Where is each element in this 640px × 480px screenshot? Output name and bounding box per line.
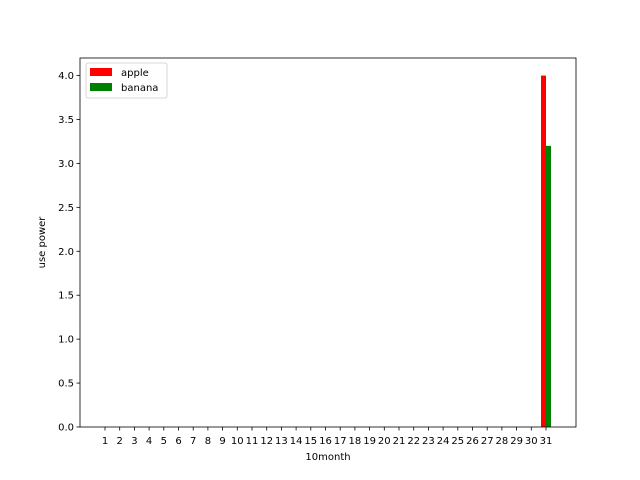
x-tick-label: 31 xyxy=(540,436,553,447)
legend: apple banana xyxy=(85,62,168,99)
x-tick-label: 24 xyxy=(437,436,450,447)
y-tick-label: 0.5 xyxy=(58,379,74,390)
x-tick-label: 28 xyxy=(496,436,509,447)
x-tick-label: 10 xyxy=(231,436,244,447)
x-tick-label: 19 xyxy=(363,436,376,447)
x-tick-label: 21 xyxy=(393,436,406,447)
y-tick-label: 2.5 xyxy=(58,203,74,214)
y-tick-label: 4.0 xyxy=(58,71,74,82)
x-tick-label: 13 xyxy=(275,436,288,447)
y-tick-label: 2.0 xyxy=(58,247,74,258)
x-tick-label: 22 xyxy=(407,436,420,447)
plot-frame xyxy=(79,57,577,428)
x-tick-label: 17 xyxy=(334,436,347,447)
y-axis-ticks: 0.0 0.5 1.0 1.5 2.0 2.5 3.0 3.5 4.0 xyxy=(58,71,80,434)
x-tick-label: 26 xyxy=(466,436,479,447)
bar-banana-31 xyxy=(546,145,551,427)
x-tick-label: 30 xyxy=(525,436,538,447)
x-tick-label: 5 xyxy=(161,436,167,447)
y-tick-label: 0.0 xyxy=(58,423,74,434)
legend-swatch-apple xyxy=(90,68,112,76)
plot-area xyxy=(80,58,576,427)
x-tick-label: 7 xyxy=(190,436,196,447)
x-axis-ticks: 1 2 3 4 5 6 7 8 9 10 11 12 13 14 15 16 17 18 19 20 21 22 23 24 2… xyxy=(102,427,553,447)
x-tick-label: 4 xyxy=(146,436,152,447)
y-tick-label: 3.0 xyxy=(58,159,74,170)
x-tick-label: 29 xyxy=(510,436,523,447)
x-tick-label: 20 xyxy=(378,436,391,447)
x-tick-label: 2 xyxy=(117,436,123,447)
legend-swatch-banana xyxy=(90,83,112,91)
x-tick-label: 14 xyxy=(290,436,303,447)
x-tick-label: 18 xyxy=(349,436,362,447)
legend-label-banana: banana xyxy=(121,83,158,94)
x-tick-label: 11 xyxy=(246,436,259,447)
x-tick-label: 25 xyxy=(451,436,464,447)
y-tick-label: 3.5 xyxy=(58,115,74,126)
x-tick-label: 3 xyxy=(131,436,137,447)
x-tick-label: 15 xyxy=(304,436,317,447)
x-tick-label: 16 xyxy=(319,436,332,447)
legend-label-apple: apple xyxy=(121,68,149,79)
y-tick-label: 1.5 xyxy=(58,291,74,302)
x-tick-label: 23 xyxy=(422,436,435,447)
y-axis-label: use power xyxy=(37,216,48,269)
x-tick-label: 27 xyxy=(481,436,494,447)
x-axis-label: 10month xyxy=(305,452,350,463)
x-tick-label: 8 xyxy=(205,436,211,447)
x-tick-label: 6 xyxy=(175,436,181,447)
y-tick-label: 1.0 xyxy=(58,335,74,346)
x-tick-label: 12 xyxy=(260,436,273,447)
x-tick-label: 1 xyxy=(102,436,108,447)
bars xyxy=(541,75,551,428)
bar-apple-31 xyxy=(541,75,546,428)
x-tick-label: 9 xyxy=(219,436,225,447)
